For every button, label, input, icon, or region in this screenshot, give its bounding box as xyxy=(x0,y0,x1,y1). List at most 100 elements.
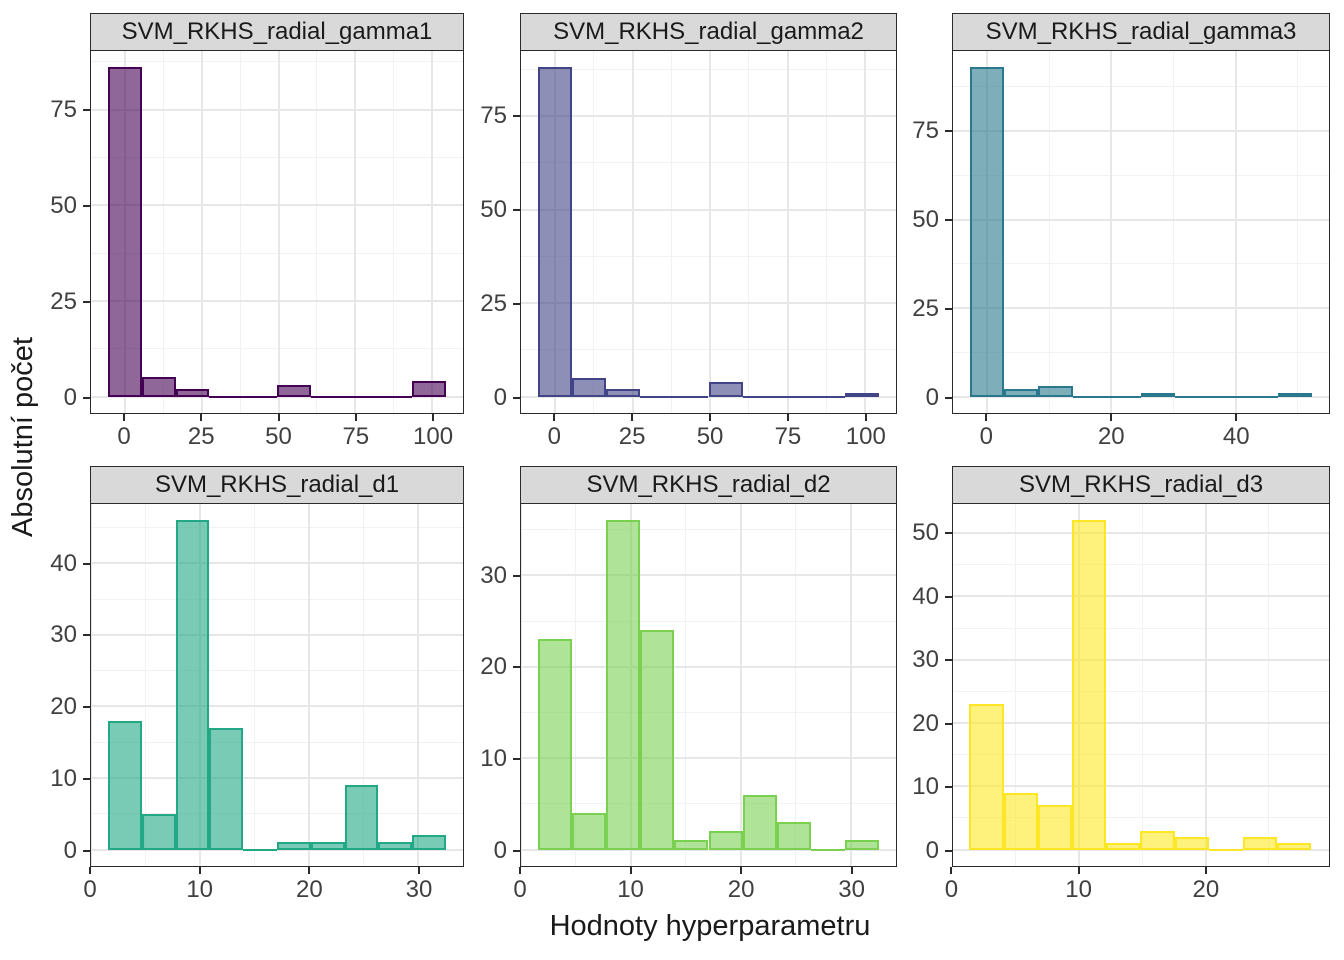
gridline-minor-v xyxy=(825,51,827,413)
tick-mark-y xyxy=(83,396,90,399)
histogram-bar xyxy=(708,831,743,850)
panel xyxy=(90,504,464,867)
tick-mark-y xyxy=(945,786,952,789)
facet-strip: SVM_RKHS_radial_d2 xyxy=(520,466,897,504)
gridline-major-v xyxy=(1110,51,1113,413)
tick-mark-y xyxy=(513,115,520,118)
tick-label-x: 0 xyxy=(117,423,131,450)
gridline-major-v xyxy=(521,504,522,866)
tick-mark-x xyxy=(200,414,203,421)
tick-mark-y xyxy=(513,209,520,211)
histogram-bar xyxy=(538,67,573,397)
tick-mark-x xyxy=(354,414,357,421)
tick-label-x: 50 xyxy=(696,423,724,450)
histogram-bar xyxy=(640,395,675,398)
gridline-major-v xyxy=(277,51,280,413)
tick-label-y: 40 xyxy=(50,549,77,577)
histogram-bar xyxy=(674,395,709,398)
histogram-bar xyxy=(344,785,379,850)
y-axis: 0 25 50 75 xyxy=(908,51,952,414)
tick-label-y: 50 xyxy=(912,206,939,234)
histogram-bar xyxy=(572,377,607,397)
gridline-minor-v xyxy=(593,51,595,413)
tick-mark-y xyxy=(945,396,952,399)
tick-mark-x xyxy=(308,867,311,874)
gridline-minor-v xyxy=(1048,51,1050,413)
histogram-bar xyxy=(175,520,210,850)
panel xyxy=(90,51,464,414)
x-axis: 0 20 40 xyxy=(952,414,1330,458)
tick-label-y: 25 xyxy=(50,287,77,315)
gridline-major-h xyxy=(521,115,896,118)
tick-label-x: 25 xyxy=(187,423,215,450)
tick-mark-y xyxy=(513,849,520,852)
gridline-minor-h xyxy=(91,813,463,815)
tick-mark-x xyxy=(277,414,280,421)
facet-gamma3: SVM_RKHS_radial_gamma3 0 25 50 75 0 20 40 xyxy=(908,13,1330,458)
gridline-minor-v xyxy=(748,51,750,413)
gridline-major-h xyxy=(953,848,1329,851)
tick-label-y: 0 xyxy=(925,383,939,411)
histogram-bar xyxy=(742,794,777,850)
y-axis: 0 25 50 75 xyxy=(476,51,520,414)
histogram-bar xyxy=(141,377,176,397)
tick-label-x: 0 xyxy=(513,876,527,903)
tick-label-y: 0 xyxy=(925,836,939,864)
tick-label-y: 10 xyxy=(50,764,77,792)
facet-strip: SVM_RKHS_radial_gamma3 xyxy=(952,13,1330,51)
histogram-bar xyxy=(674,840,709,850)
panel xyxy=(952,51,1330,414)
histogram-bar xyxy=(1106,843,1141,850)
gridline-minor-v xyxy=(162,51,164,413)
gridline-minor-h xyxy=(953,263,1329,265)
facet-gamma1: SVM_RKHS_radial_gamma1 0 25 50 75 0 25 50 75 10… xyxy=(46,13,464,458)
histogram-bar xyxy=(1174,836,1209,850)
histogram-bar xyxy=(844,840,879,850)
tick-mark-y xyxy=(513,574,520,577)
gridline-minor-v xyxy=(1015,504,1017,866)
tick-mark-y xyxy=(83,204,90,207)
gridline-minor-v xyxy=(575,504,577,866)
tick-label-x: 0 xyxy=(547,423,561,450)
strip-title: SVM_RKHS_radial_d1 xyxy=(154,471,400,498)
histogram-bar xyxy=(640,630,675,850)
tick-mark-y xyxy=(83,300,90,303)
tick-label-y: 25 xyxy=(912,294,939,322)
tick-mark-y xyxy=(513,666,520,669)
gridline-major-v xyxy=(1234,51,1237,413)
tick-label-y: 20 xyxy=(50,693,77,721)
gridline-minor-h xyxy=(521,803,896,805)
gridline-minor-h xyxy=(521,620,896,622)
histogram-bar xyxy=(1072,520,1107,850)
facet-d2: SVM_RKHS_radial_d2 0 10 20 30 0 10 20 30 xyxy=(476,466,897,911)
gridline-minor-h xyxy=(953,174,1329,176)
histogram-bar xyxy=(776,395,811,398)
gridline-major-v xyxy=(786,51,789,413)
gridline-minor-h xyxy=(953,754,1329,756)
tick-label-x: 25 xyxy=(618,423,646,450)
gridline-major-v xyxy=(354,51,357,413)
tick-mark-y xyxy=(513,396,520,399)
tick-label-y: 50 xyxy=(50,191,77,219)
panel xyxy=(520,51,897,414)
gridline-minor-h xyxy=(953,817,1329,819)
gridline-major-v xyxy=(739,504,742,866)
tick-mark-x xyxy=(709,414,712,421)
histogram-bar xyxy=(1037,805,1072,850)
tick-label-y: 40 xyxy=(912,582,939,610)
x-axis: 0 25 50 75 100 xyxy=(520,414,897,458)
y-axis: 0 10 20 30 40 50 xyxy=(908,504,952,867)
histogram-bar xyxy=(1140,830,1175,850)
tick-label-y: 20 xyxy=(912,709,939,737)
gridline-major-h xyxy=(91,562,463,565)
tick-mark-y xyxy=(945,659,952,662)
gridline-minor-v xyxy=(316,51,318,413)
x-axis-title: Hodnoty hyperparametru xyxy=(549,910,871,942)
gridline-minor-h xyxy=(91,348,463,350)
tick-mark-x xyxy=(418,867,421,874)
tick-mark-y xyxy=(945,219,952,222)
x-axis: 0 10 20 30 xyxy=(83,867,464,911)
histogram-bar xyxy=(378,395,413,398)
tick-label-y: 30 xyxy=(480,561,507,589)
histogram-bar xyxy=(1243,395,1278,398)
